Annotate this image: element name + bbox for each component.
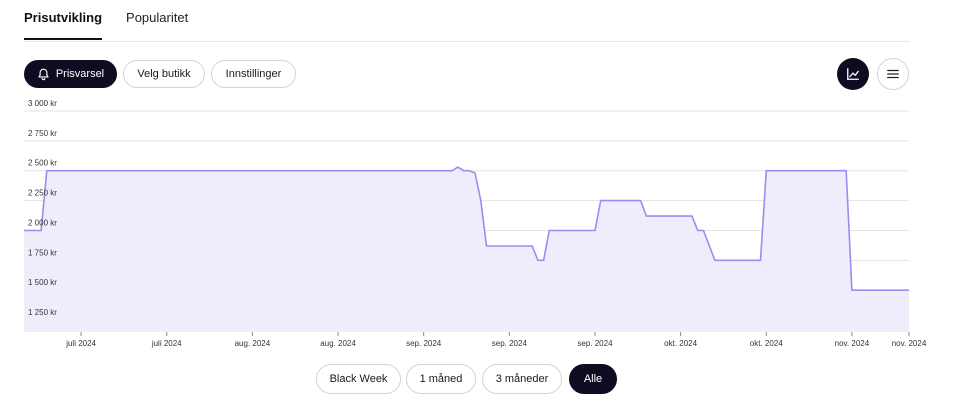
range-all-button[interactable]: Alle [569, 364, 617, 394]
choose-store-label: Velg butikk [137, 68, 191, 80]
y-tick-label: 1 500 kr [28, 278, 57, 287]
x-tick-label: juli 2024 [65, 339, 96, 348]
x-tick-label: sep. 2024 [406, 339, 442, 348]
range-3-months-button[interactable]: 3 måneder [482, 364, 562, 394]
y-tick-label: 2 500 kr [28, 159, 57, 168]
x-tick-label: sep. 2024 [492, 339, 528, 348]
range-1-month-button[interactable]: 1 måned [406, 364, 476, 394]
settings-label: Innstillinger [225, 68, 282, 80]
tab-popularitet[interactable]: Popularitet [126, 10, 189, 25]
tab-bar: Prisutvikling Popularitet [24, 0, 188, 42]
y-tick-label: 2 000 kr [28, 218, 57, 227]
x-tick-label: sep. 2024 [577, 339, 613, 348]
x-axis-ticks: juli 2024 juli 2024 aug. 2024 aug. 2024 sep.… [65, 332, 927, 348]
bell-icon [38, 68, 49, 80]
price-alert-label: Prisvarsel [55, 68, 105, 80]
settings-button[interactable]: Innstillinger [211, 60, 296, 88]
price-alert-button[interactable]: Prisvarsel [24, 60, 117, 88]
y-tick-label: 2 250 kr [28, 189, 57, 198]
choose-store-button[interactable]: Velg butikk [123, 60, 205, 88]
menu-icon [887, 69, 899, 79]
x-tick-label: aug. 2024 [235, 339, 271, 348]
y-axis-ticks: 3 000 kr 2 750 kr 2 500 kr 2 250 kr 2 000 kr… [28, 99, 57, 317]
range-black-week-button[interactable]: Black Week [316, 364, 401, 394]
y-tick-label: 3 000 kr [28, 99, 57, 108]
x-tick-label: aug. 2024 [320, 339, 356, 348]
x-tick-label: nov. 2024 [892, 339, 927, 348]
tab-prisutvikling[interactable]: Prisutvikling [24, 0, 103, 42]
x-tick-label: okt. 2024 [750, 339, 783, 348]
price-line [24, 166, 909, 291]
x-tick-label: nov. 2024 [835, 339, 870, 348]
y-tick-label: 2 750 kr [28, 129, 57, 138]
price-area [24, 167, 909, 332]
y-tick-label: 1 750 kr [28, 248, 57, 257]
tabs-divider [24, 41, 910, 42]
x-tick-label: juli 2024 [151, 339, 182, 348]
x-tick-label: okt. 2024 [664, 339, 697, 348]
chart-view-button[interactable] [837, 58, 869, 90]
line-chart-icon [847, 68, 859, 80]
list-view-button[interactable] [877, 58, 909, 90]
y-tick-label: 1 250 kr [28, 308, 57, 317]
price-history-chart[interactable]: 3 000 kr 2 750 kr 2 500 kr 2 250 kr 2 000 kr… [0, 95, 960, 355]
